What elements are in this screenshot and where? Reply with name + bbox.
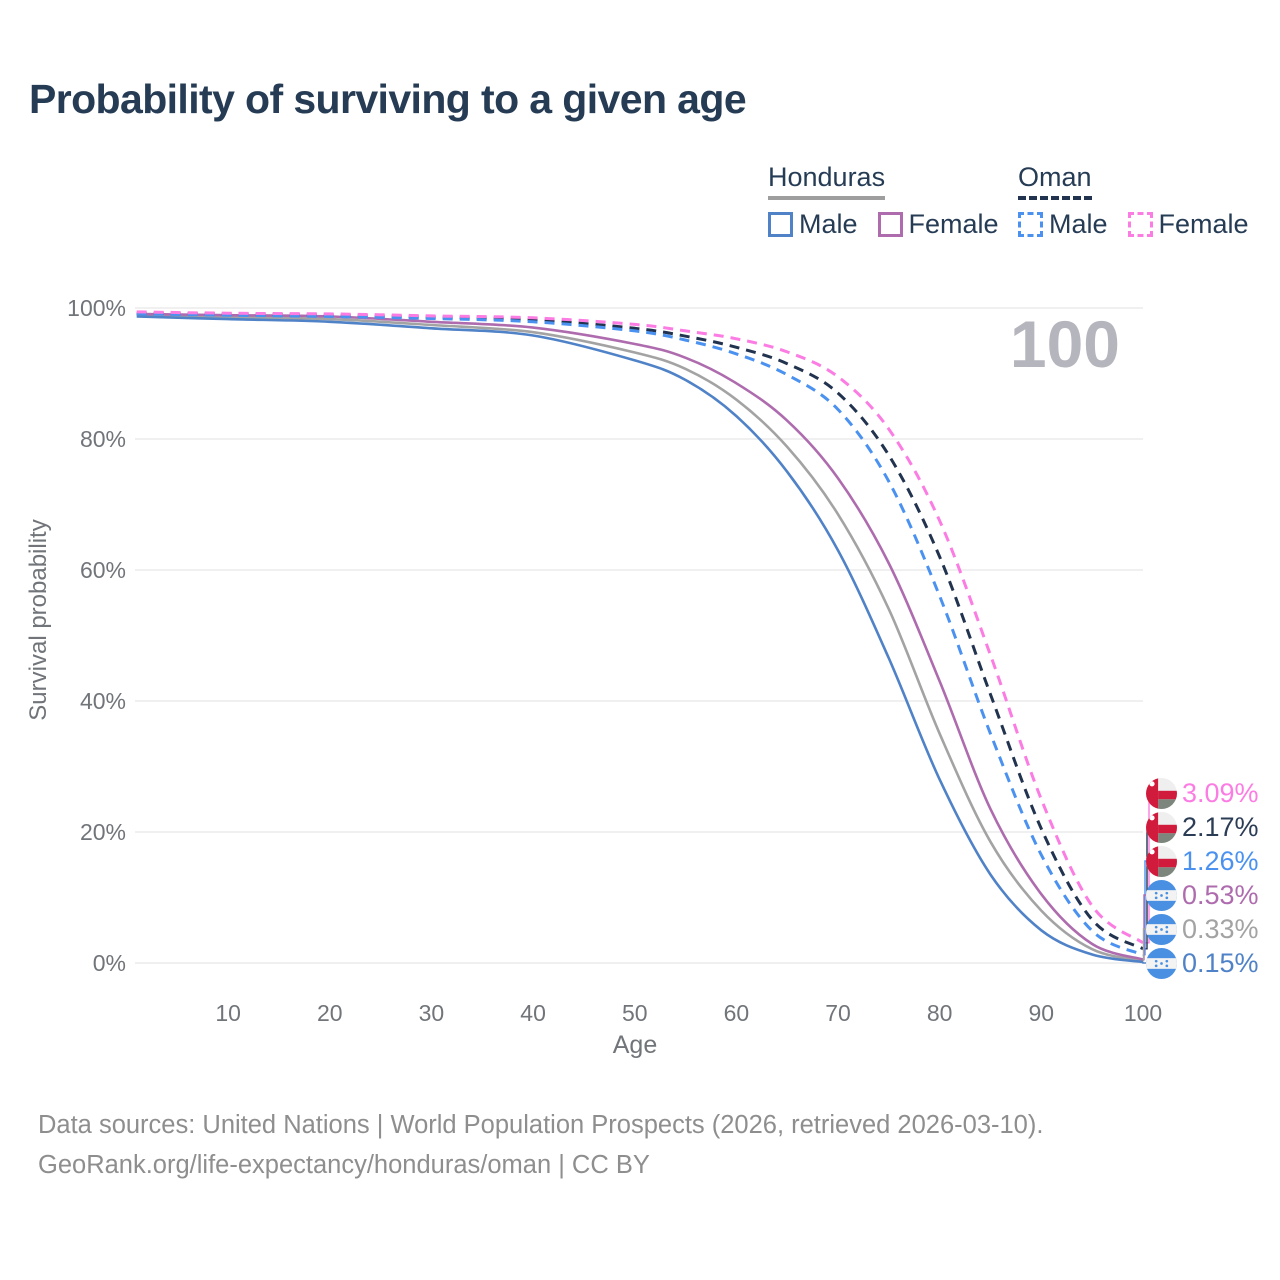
oman-flag-icon (1146, 777, 1177, 809)
y-axis-title: Survival probability (25, 519, 52, 720)
honduras-flag-icon (1146, 879, 1177, 911)
legend-item-label: Male (1049, 209, 1108, 239)
legend-item-honduras-female[interactable]: Female (877, 209, 999, 240)
y-tick-label: 0% (93, 950, 126, 976)
legend-items-oman: Male Female (1018, 209, 1249, 240)
dashed-line-swatch-icon (1018, 212, 1043, 237)
x-tick-label: 50 (622, 1000, 648, 1026)
series-line-oman-male[interactable] (136, 312, 1144, 957)
honduras-flag-icon (1146, 947, 1177, 979)
honduras-flag-icon (1146, 913, 1177, 945)
x-tick-label: 30 (419, 1000, 445, 1026)
y-tick-label: 20% (80, 819, 126, 845)
x-tick-label: 70 (825, 1000, 851, 1026)
footer: Data sources: United Nations | World Pop… (38, 1105, 1043, 1185)
end-value-label: 1.26% (1182, 845, 1259, 876)
legend-item-oman-female[interactable]: Female (1127, 209, 1249, 240)
end-label-oman-both[interactable]: 2.17% (1146, 810, 1259, 844)
oman-flag-icon (1146, 811, 1177, 843)
legend-item-oman-male[interactable]: Male (1018, 209, 1108, 240)
attribution-line: GeoRank.org/life-expectancy/honduras/oma… (38, 1151, 650, 1179)
x-tick-label: 60 (724, 1000, 750, 1026)
x-axis-title: Age (613, 1031, 657, 1059)
page-title: Probability of surviving to a given age (29, 76, 747, 122)
series-line-oman[interactable] (136, 311, 1144, 951)
y-tick-label: 100% (67, 295, 126, 321)
legend-item-label: Female (908, 209, 999, 239)
solid-line-swatch-icon (877, 212, 903, 237)
legend-group-oman: Oman Male Female (1018, 162, 1249, 240)
legend-item-label: Male (799, 209, 858, 239)
legend-group-honduras: Honduras Male Female (768, 162, 999, 240)
end-label-honduras-both[interactable]: 0.33% (1146, 912, 1259, 946)
age-watermark: 100 (1010, 307, 1120, 381)
legend-item-honduras-male[interactable]: Male (768, 209, 858, 240)
legend-country-oman[interactable]: Oman (1018, 162, 1092, 200)
end-value-label: 0.53% (1182, 879, 1259, 910)
end-value-label: 0.33% (1182, 913, 1259, 944)
series-line-honduras-female[interactable] (136, 312, 1144, 961)
end-value-label: 2.17% (1182, 811, 1259, 842)
x-tick-label: 90 (1029, 1000, 1055, 1026)
end-value-label: 3.09% (1182, 777, 1259, 808)
legend-items-honduras: Male Female (768, 209, 999, 240)
legend-country-honduras[interactable]: Honduras (768, 162, 886, 200)
end-label-honduras-female[interactable]: 0.53% (1146, 878, 1259, 912)
x-tick-label: 100 (1124, 1000, 1162, 1026)
y-tick-label: 60% (80, 557, 126, 583)
series-line-oman-female[interactable] (136, 310, 1144, 945)
end-label-oman-female[interactable]: 3.09% (1146, 776, 1259, 810)
dashed-line-swatch-icon (1127, 212, 1153, 237)
oman-flag-icon (1146, 845, 1177, 877)
x-tick-label: 20 (317, 1000, 343, 1026)
series-line-honduras-male[interactable] (136, 315, 1144, 964)
solid-line-swatch-icon (768, 212, 793, 237)
y-tick-label: 80% (80, 426, 126, 452)
end-label-oman-male[interactable]: 1.26% (1146, 844, 1259, 878)
y-tick-label: 40% (80, 688, 126, 714)
legend-item-label: Female (1158, 209, 1249, 239)
data-source-line: Data sources: United Nations | World Pop… (38, 1111, 1044, 1139)
x-tick-label: 40 (520, 1000, 546, 1026)
end-value-label: 0.15% (1182, 947, 1259, 978)
x-tick-label: 80 (927, 1000, 953, 1026)
series-line-honduras[interactable] (136, 313, 1144, 963)
x-tick-label: 10 (215, 1000, 241, 1026)
end-label-honduras-male[interactable]: 0.15% (1146, 946, 1259, 980)
